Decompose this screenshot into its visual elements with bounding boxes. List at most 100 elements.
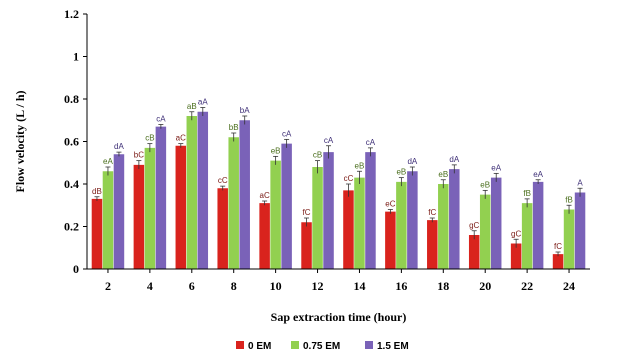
bar-data-label: aA xyxy=(198,98,208,107)
bar xyxy=(490,177,502,269)
bar xyxy=(239,120,250,269)
bar xyxy=(449,169,460,269)
x-tick-label: 12 xyxy=(312,279,324,293)
x-tick-label: 10 xyxy=(270,279,282,293)
bar-data-label: cA xyxy=(282,129,292,138)
bar xyxy=(281,143,292,269)
legend-swatch xyxy=(365,341,373,349)
bar xyxy=(510,243,522,269)
bar xyxy=(365,152,376,269)
bar-data-label: dB xyxy=(92,187,102,196)
bar-data-label: cA xyxy=(324,136,334,145)
legend-label: 0.75 EM xyxy=(303,341,340,352)
bar xyxy=(133,164,145,269)
legend-item: 1.5 EM xyxy=(365,341,409,352)
bar xyxy=(312,167,323,269)
x-tick-label: 18 xyxy=(437,279,449,293)
bar xyxy=(323,152,334,269)
bar xyxy=(270,160,281,269)
bar xyxy=(217,188,228,269)
bar xyxy=(532,181,544,269)
bar-data-label: eA xyxy=(103,157,113,166)
bar-data-label: aC xyxy=(176,134,186,143)
x-tick-label: 22 xyxy=(521,279,533,293)
y-tick-label: 0 xyxy=(73,262,79,276)
bar xyxy=(91,198,103,269)
y-tick-label: 1 xyxy=(73,50,79,64)
y-axis-label: Flow velocity (L / h) xyxy=(13,91,27,193)
legend-label: 0 EM xyxy=(248,341,271,352)
legend-swatch xyxy=(291,341,299,349)
bar xyxy=(407,171,418,269)
bar xyxy=(144,147,156,269)
bar-data-label: cC xyxy=(344,174,354,183)
bar-data-label: bC xyxy=(134,151,144,160)
x-tick-label: 14 xyxy=(353,279,365,293)
x-tick-label: 8 xyxy=(231,279,237,293)
bar-group-22: gC fB eA xyxy=(510,170,544,269)
bar-data-label: fB xyxy=(523,189,531,198)
y-tick-label: 0.2 xyxy=(64,220,79,234)
bar xyxy=(197,111,209,269)
bar xyxy=(186,116,198,269)
legend: 0 EM 0.75 EM 1.5 EM xyxy=(236,341,409,352)
x-axis-label: Sap extraction time (hour) xyxy=(271,310,407,324)
bar-data-label: fC xyxy=(303,208,311,217)
bar xyxy=(479,194,491,269)
y-axis-ticks: 0 0.2 0.4 0.6 0.8 1 1.2 xyxy=(64,7,87,276)
x-tick-label: 20 xyxy=(479,279,491,293)
bar xyxy=(155,126,167,269)
bar xyxy=(468,235,480,269)
bar-data-label: fC xyxy=(554,242,562,251)
bar-data-label: bA xyxy=(240,106,250,115)
bar-data-label: eA xyxy=(533,170,543,179)
bar xyxy=(343,190,354,269)
x-tick-label: 6 xyxy=(189,279,195,293)
bar-data-label: eB xyxy=(271,146,281,155)
bar xyxy=(228,137,239,269)
bar-data-label: cA xyxy=(156,115,166,124)
y-tick-label: 0.8 xyxy=(64,92,79,106)
legend-item: 0.75 EM xyxy=(291,341,340,352)
bar-data-label: eA xyxy=(491,163,501,172)
bar xyxy=(259,203,270,269)
bar-data-label: fB xyxy=(565,195,573,204)
bar xyxy=(301,222,312,269)
bar xyxy=(574,192,586,269)
bar xyxy=(113,154,125,269)
legend-item: 0 EM xyxy=(236,341,271,352)
bar-data-label: fC xyxy=(428,208,436,217)
bar xyxy=(354,177,365,269)
bar-data-label: eB xyxy=(438,170,448,179)
bar xyxy=(396,181,407,269)
bar-group-24: fC fB A xyxy=(552,178,586,269)
bar-data-label: eB xyxy=(355,161,365,170)
bar xyxy=(385,211,396,269)
x-tick-label: 2 xyxy=(105,279,111,293)
bar-data-label: bB xyxy=(229,123,239,132)
bar-data-label: gC xyxy=(511,229,521,238)
y-tick-label: 1.2 xyxy=(64,7,79,21)
bar-group-6: aC aB aA xyxy=(175,98,209,269)
bar-data-label: cB xyxy=(313,151,322,160)
bar xyxy=(175,145,187,269)
bar-data-label: cB xyxy=(145,134,154,143)
bar-data-label: A xyxy=(577,178,583,187)
bar xyxy=(427,220,438,269)
x-axis-ticks: 2 4 6 8 10 12 14 16 18 20 22 24 xyxy=(105,269,575,293)
bar-data-label: dA xyxy=(407,157,417,166)
bar xyxy=(438,184,449,269)
y-tick-label: 0.6 xyxy=(64,135,79,149)
bar-data-label: cA xyxy=(366,138,376,147)
